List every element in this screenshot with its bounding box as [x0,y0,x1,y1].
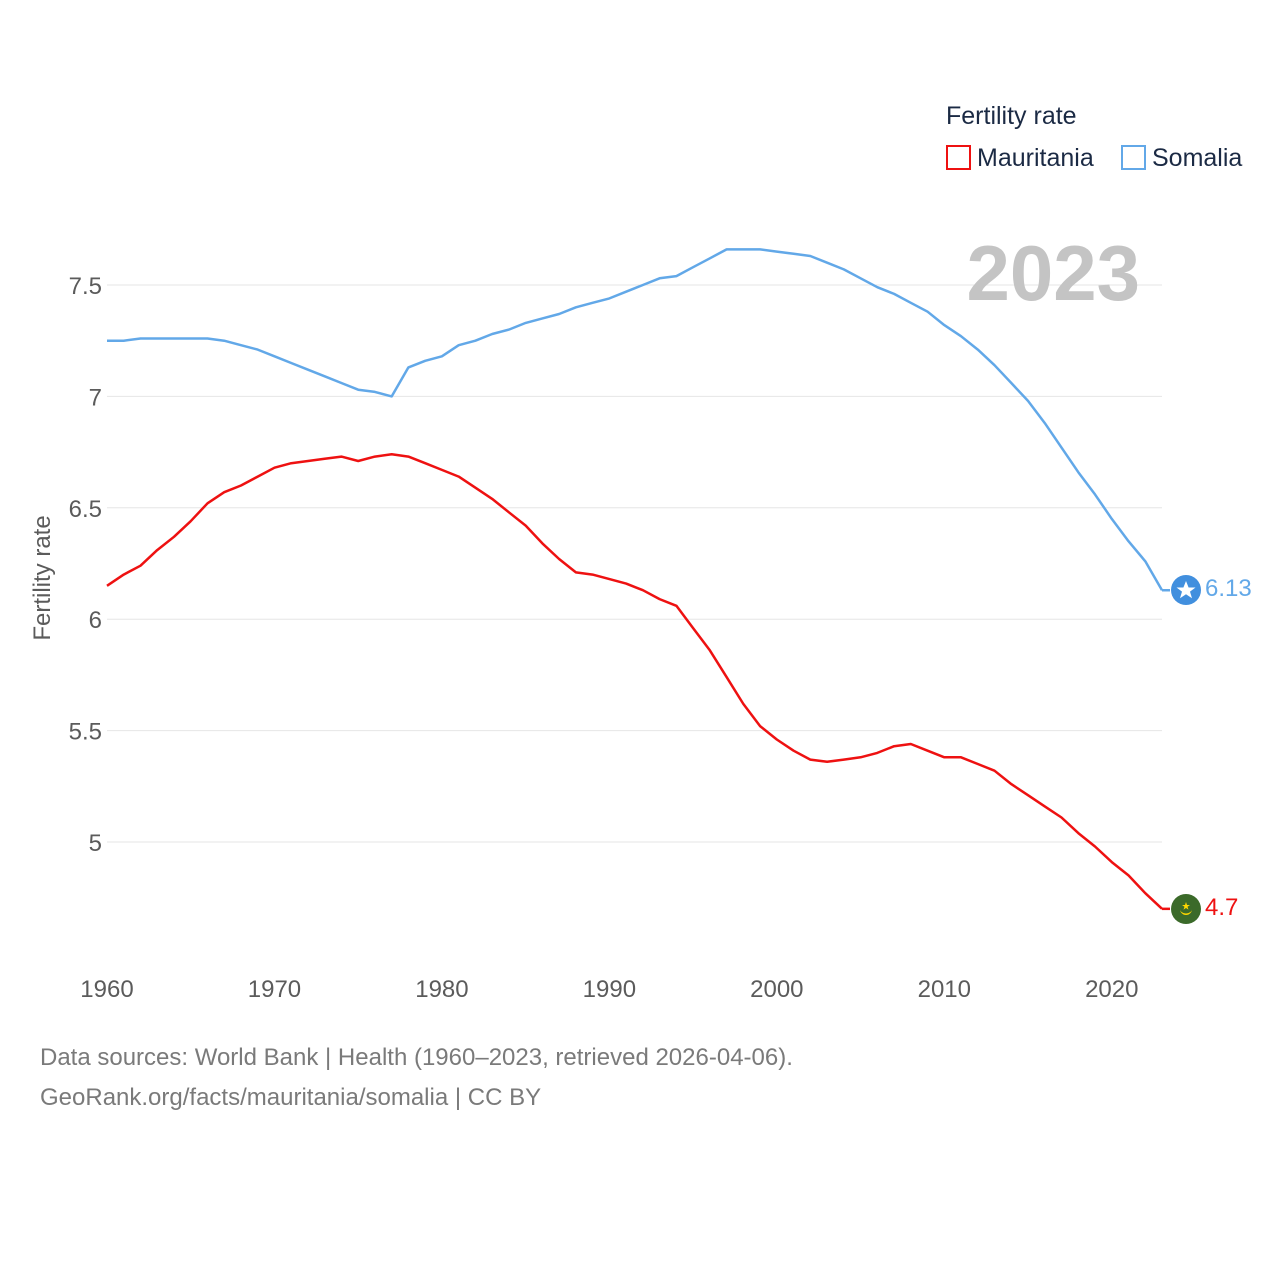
x-tick-label: 2020 [1085,976,1138,1003]
legend-swatch-somalia[interactable] [1121,145,1146,170]
x-tick-label: 1990 [583,976,636,1003]
somalia-end-value: 6.13 [1205,575,1252,602]
legend: Fertility rate Mauritania Somalia [946,102,1242,172]
legend-label-mauritania[interactable]: Mauritania [977,144,1094,172]
legend-swatch-mauritania[interactable] [946,145,971,170]
attribution-line[interactable]: GeoRank.org/facts/mauritania/somalia | C… [40,1084,542,1111]
series-lines [106,248,1170,911]
gridlines [107,284,1162,843]
legend-title: Fertility rate [946,102,1077,130]
y-axis-label: Fertility rate [29,515,56,640]
y-tick-label: 5 [89,830,102,857]
series-line-somalia[interactable] [107,248,1164,591]
y-axis-ticks: 5 5.5 6 6.5 7 7.5 [69,273,102,857]
x-tick-label: 2000 [750,976,803,1003]
data-source-line: Data sources: World Bank | Health (1960–… [40,1044,793,1071]
legend-label-somalia[interactable]: Somalia [1152,144,1242,172]
mauritania-end-marker: 4.7 [1171,894,1238,924]
y-tick-label: 6.5 [69,496,102,523]
mauritania-end-value: 4.7 [1205,894,1238,921]
x-axis-ticks: 1960 1970 1980 1990 2000 2010 2020 [80,976,1138,1003]
series-line-mauritania[interactable] [106,453,1163,910]
x-tick-label: 1980 [415,976,468,1003]
y-tick-label: 6 [89,607,102,634]
x-tick-label: 1970 [248,976,301,1003]
somalia-end-marker: 6.13 [1171,575,1252,605]
year-watermark: 2023 [966,229,1140,317]
y-tick-label: 5.5 [69,719,102,746]
somalia-flag-icon [1171,575,1201,605]
x-tick-label: 1960 [80,976,133,1003]
mauritania-flag-icon [1171,894,1201,924]
y-tick-label: 7 [89,384,102,411]
y-tick-label: 7.5 [69,273,102,300]
x-tick-label: 2010 [918,976,971,1003]
